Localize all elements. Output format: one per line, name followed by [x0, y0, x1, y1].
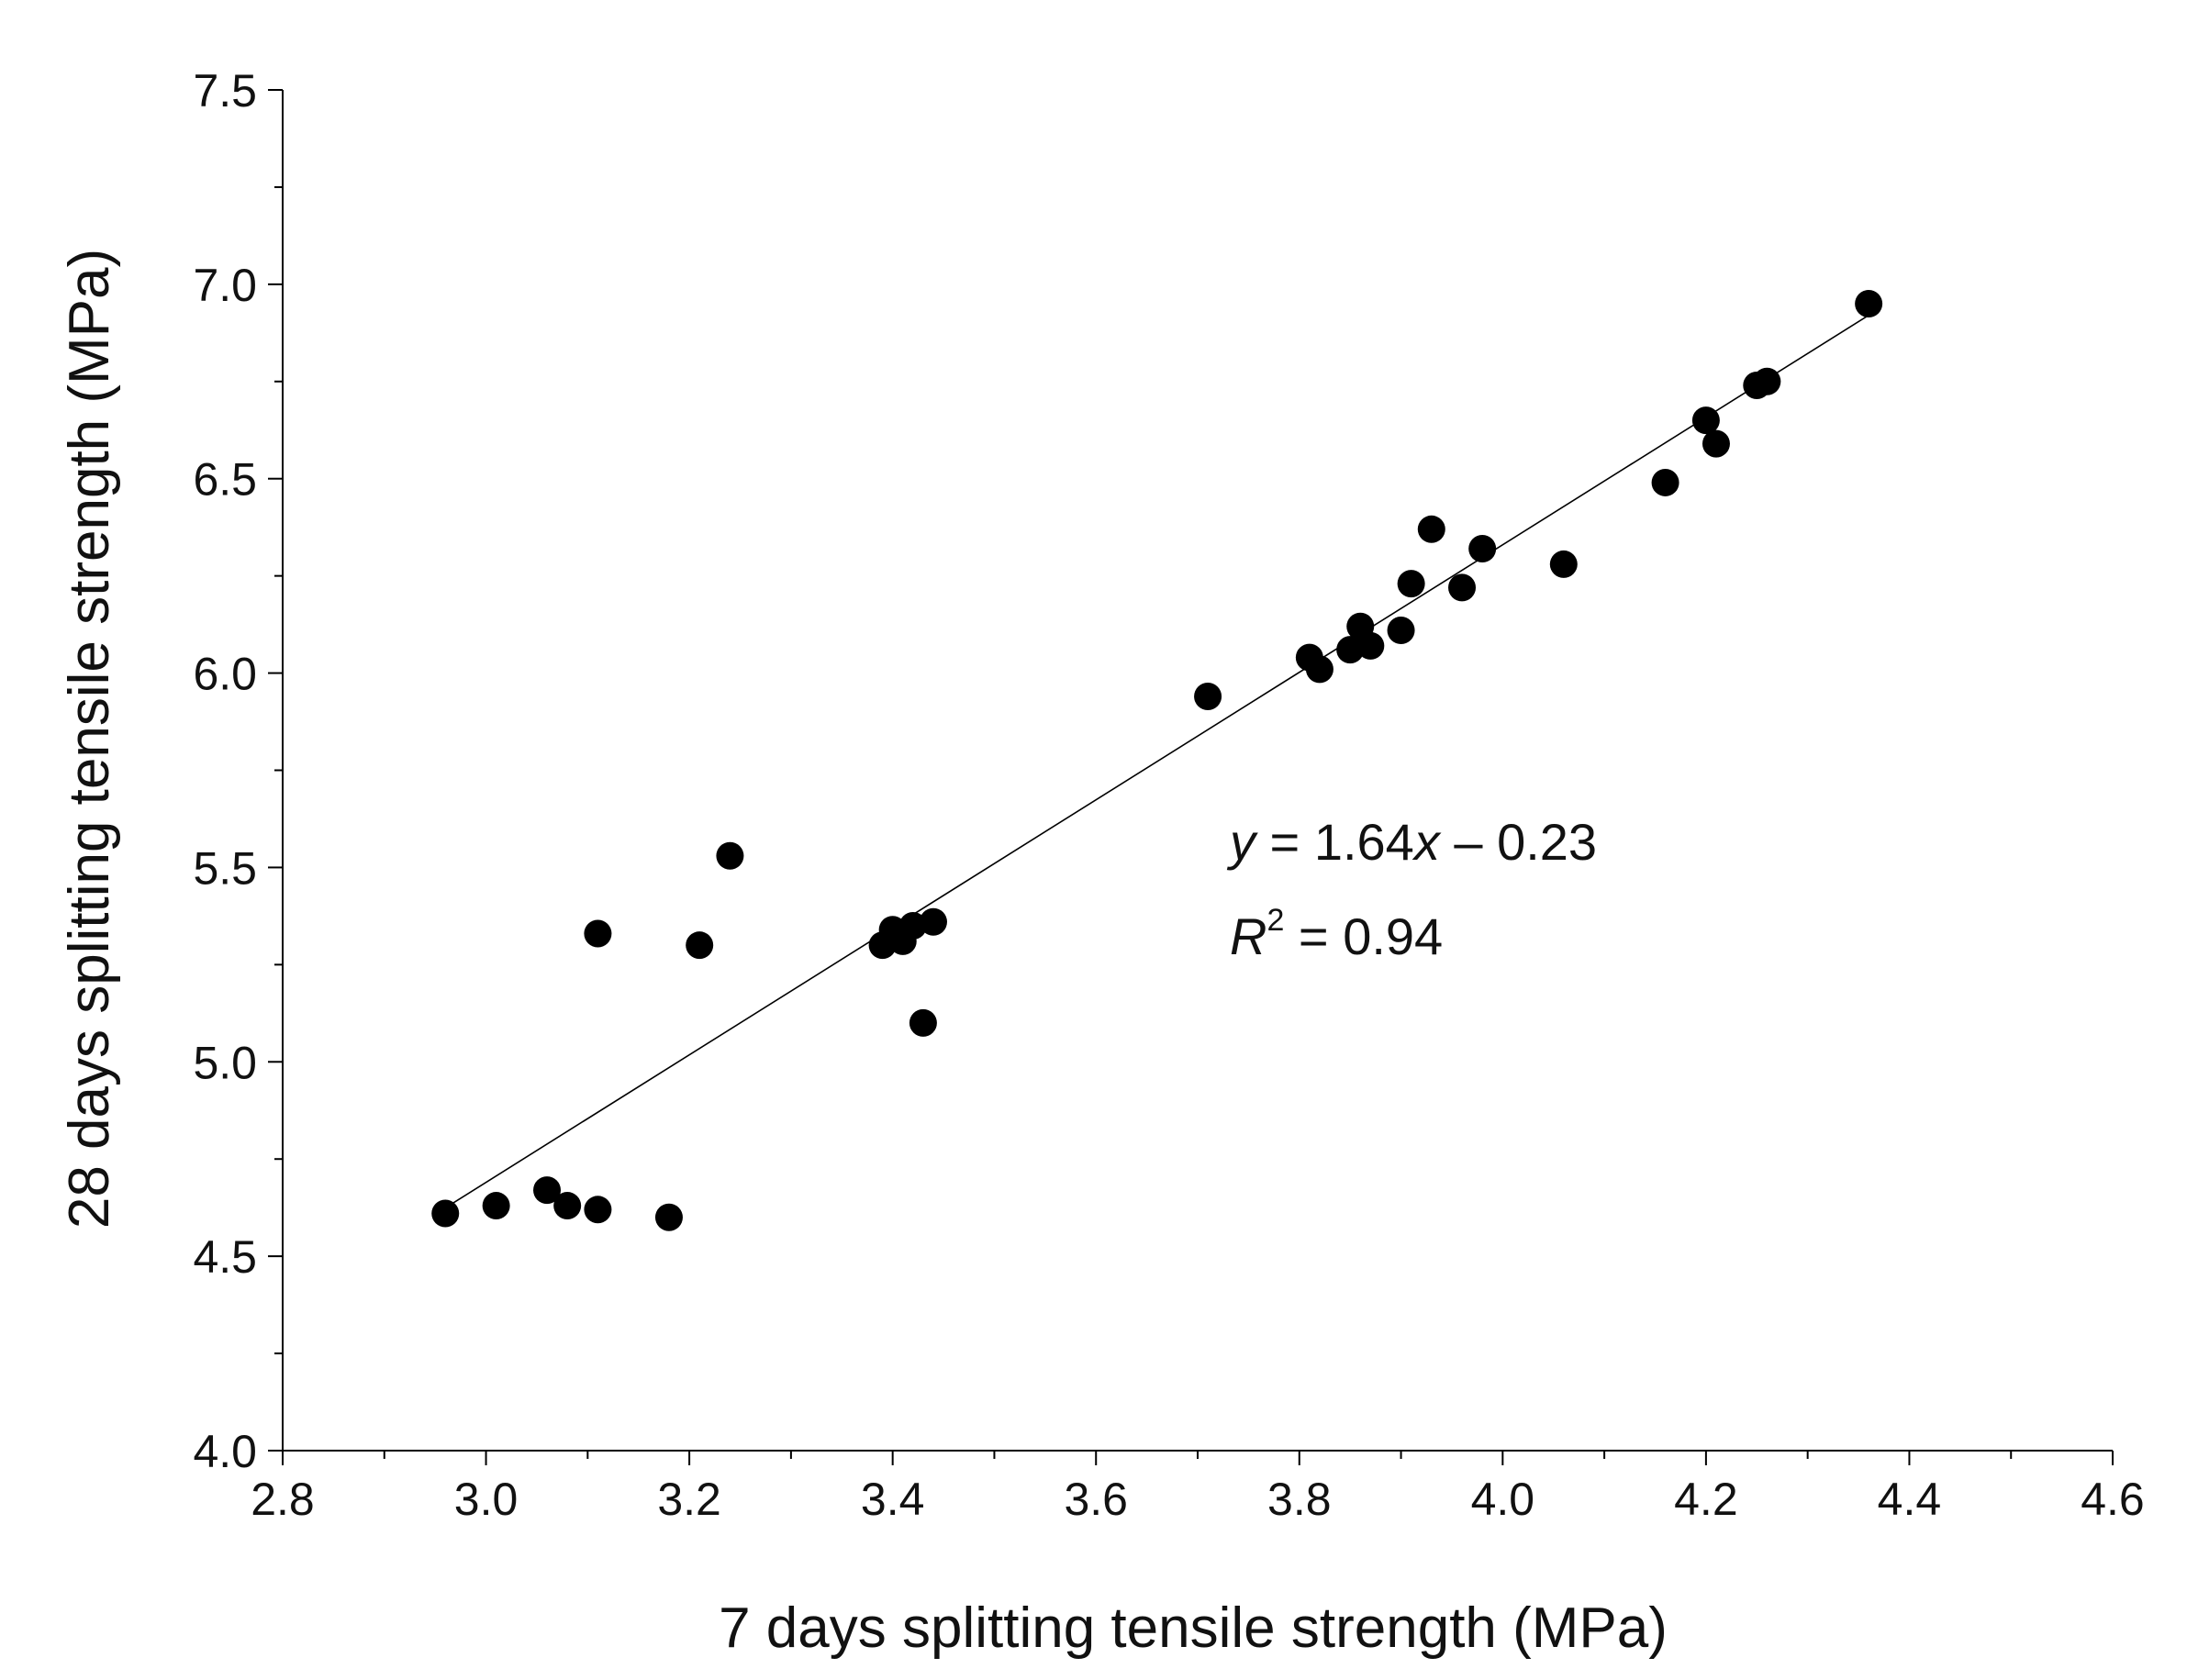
data-point [1336, 636, 1365, 664]
data-point [1356, 631, 1385, 660]
r2-superscript: 2 [1266, 903, 1284, 938]
data-point [1855, 290, 1883, 318]
x-tick-label: 4.2 [1674, 1474, 1738, 1525]
data-point [584, 1196, 612, 1224]
data-point [1397, 570, 1425, 598]
data-point [898, 911, 927, 940]
data-points [431, 290, 1883, 1231]
data-point [686, 931, 714, 960]
data-point [431, 1199, 460, 1228]
y-axis-label: 28 days splitting tensile strength (MPa) [58, 249, 121, 1229]
x-tick-label: 4.6 [2081, 1474, 2145, 1525]
y-tick-label: 5.5 [193, 842, 257, 894]
equation-y: y [1226, 813, 1258, 871]
y-tick-label: 4.5 [193, 1231, 257, 1283]
y-tick-label: 6.5 [193, 454, 257, 506]
r2-symbol: R [1230, 907, 1266, 965]
data-point [533, 1176, 562, 1205]
x-tick-label: 3.6 [1064, 1474, 1128, 1525]
equation-x: x [1412, 813, 1442, 871]
data-point [1691, 406, 1720, 435]
data-point [584, 919, 612, 948]
data-point [1468, 534, 1497, 562]
equation-intercept: – 0.23 [1440, 813, 1597, 871]
y-tick-label: 7.5 [193, 65, 257, 117]
y-tick-label: 7.0 [193, 260, 257, 311]
equation-annotation: y = 1.64x – 0.23 [1226, 813, 1597, 871]
data-point [919, 907, 947, 936]
x-axis-label: 7 days splitting tensile strength (MPa) [719, 1597, 1668, 1660]
data-point [1417, 515, 1445, 543]
data-point [909, 1008, 937, 1037]
x-tick-label: 4.0 [1471, 1474, 1535, 1525]
r2-annotation: R2 = 0.94 [1230, 903, 1443, 965]
data-point [1753, 367, 1781, 395]
data-point [1305, 655, 1333, 684]
x-tick-label: 2.8 [251, 1474, 315, 1525]
r2-value: = 0.94 [1284, 907, 1443, 965]
data-point [553, 1192, 582, 1220]
fit-line [444, 314, 1869, 1209]
data-point [1651, 468, 1679, 496]
axes: 2.8 3.0 3.2 3.4 3.6 3.8 4.0 4.2 4.4 4.6 4.0 4.5 5.0 5… [193, 65, 2144, 1525]
data-point [482, 1192, 510, 1220]
x-tick-label: 4.4 [1878, 1474, 1942, 1525]
data-point [1387, 616, 1415, 644]
x-tick-label: 3.0 [454, 1474, 519, 1525]
data-point [1549, 550, 1578, 578]
x-tick-label: 3.8 [1267, 1474, 1332, 1525]
y-tick-label: 4.0 [193, 1426, 257, 1477]
data-point [1194, 682, 1222, 710]
y-tick-label: 6.0 [193, 649, 257, 700]
data-point [654, 1203, 683, 1231]
data-point [1702, 429, 1730, 458]
equation-coefficient: = 1.64 [1255, 813, 1414, 871]
y-tick-label: 5.0 [193, 1037, 257, 1088]
x-tick-label: 3.4 [861, 1474, 925, 1525]
data-point [1448, 573, 1477, 602]
data-point [716, 841, 744, 870]
x-tick-label: 3.2 [657, 1474, 721, 1525]
